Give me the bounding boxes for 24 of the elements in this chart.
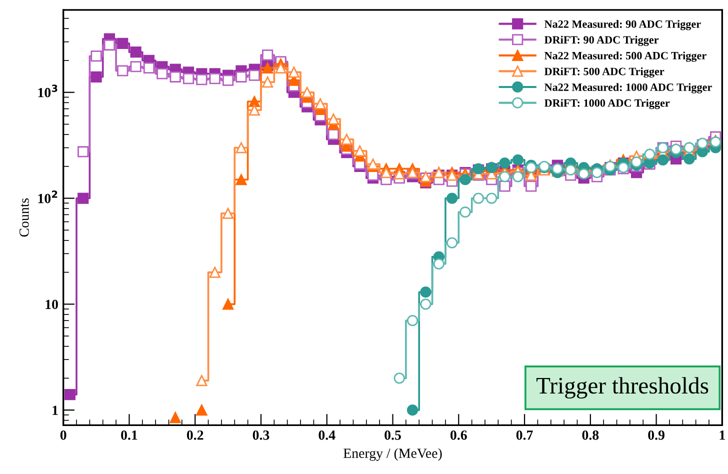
- x-tick-label: 0.7: [516, 430, 533, 440]
- x-tick-label: 0.5: [384, 430, 401, 440]
- y-tick-label: 1: [52, 406, 58, 415]
- x-axis-title: Energy / (MeVee): [344, 448, 442, 461]
- x-tick-label: 0.4: [318, 430, 336, 440]
- x-tick-label: 0.9: [648, 430, 664, 440]
- legend-label: Na22 Measured: 1000 ADC Trigger: [544, 83, 712, 94]
- x-tick-label: 0.3: [252, 430, 270, 440]
- annotation: Trigger thresholds: [536, 377, 708, 399]
- x-tick-label: 0.2: [186, 430, 204, 440]
- legend-label: Na22 Measured: 500 ADC Trigger: [544, 52, 706, 62]
- y-axis-title: Counts: [20, 198, 29, 237]
- x-tick-label: 0: [60, 430, 66, 440]
- y-tick-label: 10$^{3}$: [38, 84, 58, 98]
- x-tick-label: 0.8: [582, 430, 599, 440]
- x-tick-label: 0.6: [450, 430, 467, 440]
- legend-label: DRiFT: 90 ADC Trigger: [544, 36, 659, 46]
- legend-label: Na22 Measured: 90 ADC Trigger: [544, 20, 701, 30]
- x-tick-label: 0.1: [121, 430, 138, 440]
- y-tick-label: 10$^{2}$: [38, 190, 58, 204]
- x-tick-label: 1: [720, 430, 725, 440]
- y-tick-label: 10: [46, 300, 58, 310]
- legend-label: DRiFT: 500 ADC Trigger: [544, 67, 664, 78]
- legend-label: DRiFT: 1000 ADC Trigger: [544, 98, 670, 110]
